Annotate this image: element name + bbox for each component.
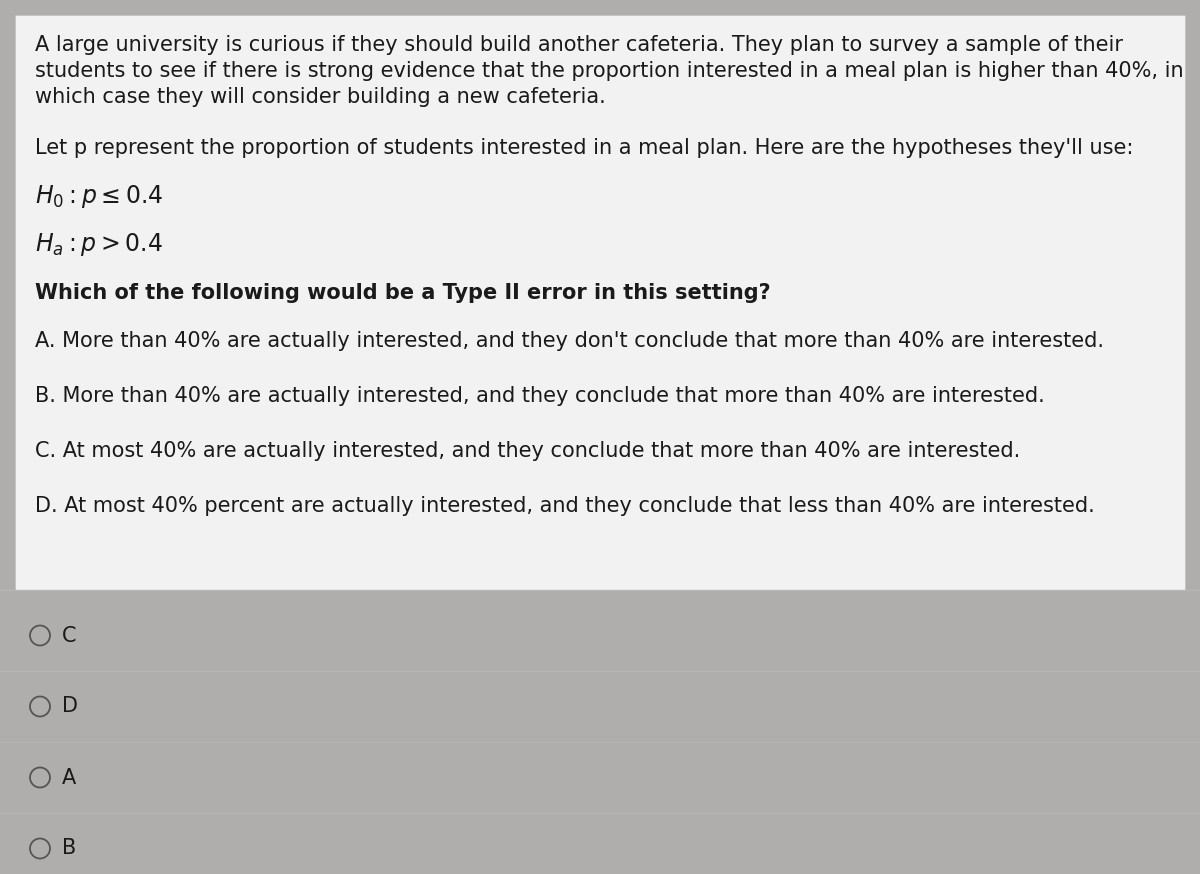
Text: D: D	[62, 697, 78, 717]
Text: students to see if there is strong evidence that the proportion interested in a : students to see if there is strong evide…	[35, 61, 1183, 81]
Text: B: B	[62, 838, 77, 858]
Bar	[0, 590, 1200, 874]
Text: D. At most 40% percent are actually interested, and they conclude that less than: D. At most 40% percent are actually inte…	[35, 496, 1094, 516]
Text: which case they will consider building a new cafeteria.: which case they will consider building a…	[35, 87, 606, 107]
Text: A: A	[62, 767, 77, 787]
Text: Let p represent the proportion of students interested in a meal plan. Here are t: Let p represent the proportion of studen…	[35, 138, 1133, 158]
Text: B. More than 40% are actually interested, and they conclude that more than 40% a: B. More than 40% are actually interested…	[35, 386, 1045, 406]
Text: A large university is curious if they should build another cafeteria. They plan : A large university is curious if they sh…	[35, 35, 1123, 55]
Text: Which of the following would be a Type II error in this setting?: Which of the following would be a Type I…	[35, 283, 770, 303]
Text: C: C	[62, 626, 77, 646]
Bar	[14, 15, 1186, 590]
Text: A. More than 40% are actually interested, and they don't conclude that more than: A. More than 40% are actually interested…	[35, 331, 1104, 351]
Text: C. At most 40% are actually interested, and they conclude that more than 40% are: C. At most 40% are actually interested, …	[35, 441, 1020, 461]
Text: $H_a : p > 0.4$: $H_a : p > 0.4$	[35, 231, 163, 258]
Text: $H_0 : p \leq 0.4$: $H_0 : p \leq 0.4$	[35, 183, 163, 210]
